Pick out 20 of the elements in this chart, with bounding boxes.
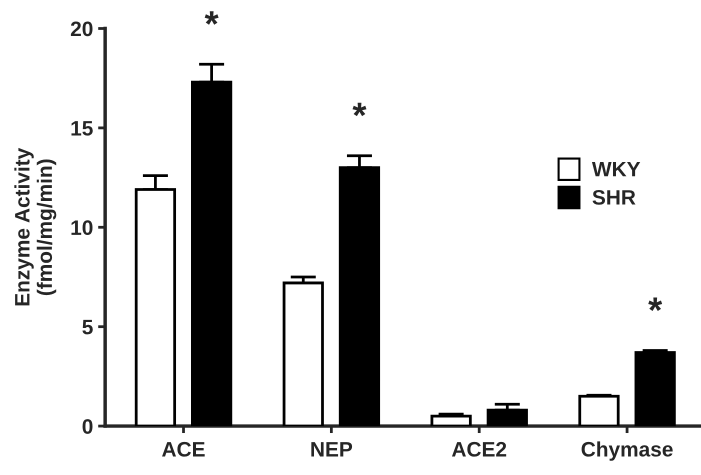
bar	[282, 282, 324, 426]
data-label: *	[204, 11, 219, 25]
data-label: *	[352, 102, 366, 116]
y-tick-label: 0	[82, 419, 92, 434]
bar	[634, 351, 676, 426]
bar	[578, 394, 620, 426]
legend-label: SHR	[592, 190, 636, 205]
y-tick-label: 20	[70, 22, 92, 36]
legend-label: WKY	[592, 162, 640, 176]
data-label: *	[648, 298, 662, 311]
x-tick-label: ACE2	[452, 442, 506, 457]
x-tick-label: NEP	[311, 442, 352, 456]
bar	[430, 414, 472, 426]
y-tick-label: 5	[82, 320, 93, 334]
x-tick-label: Chymase	[582, 441, 673, 461]
y-axis-title: Enzyme Activity (fmol/mg/min)	[14, 148, 56, 306]
bar	[486, 408, 528, 426]
x-tick-label: ACE	[162, 442, 205, 457]
y-tick-label: 10	[71, 220, 92, 236]
y-tick-label: 15	[71, 121, 93, 136]
